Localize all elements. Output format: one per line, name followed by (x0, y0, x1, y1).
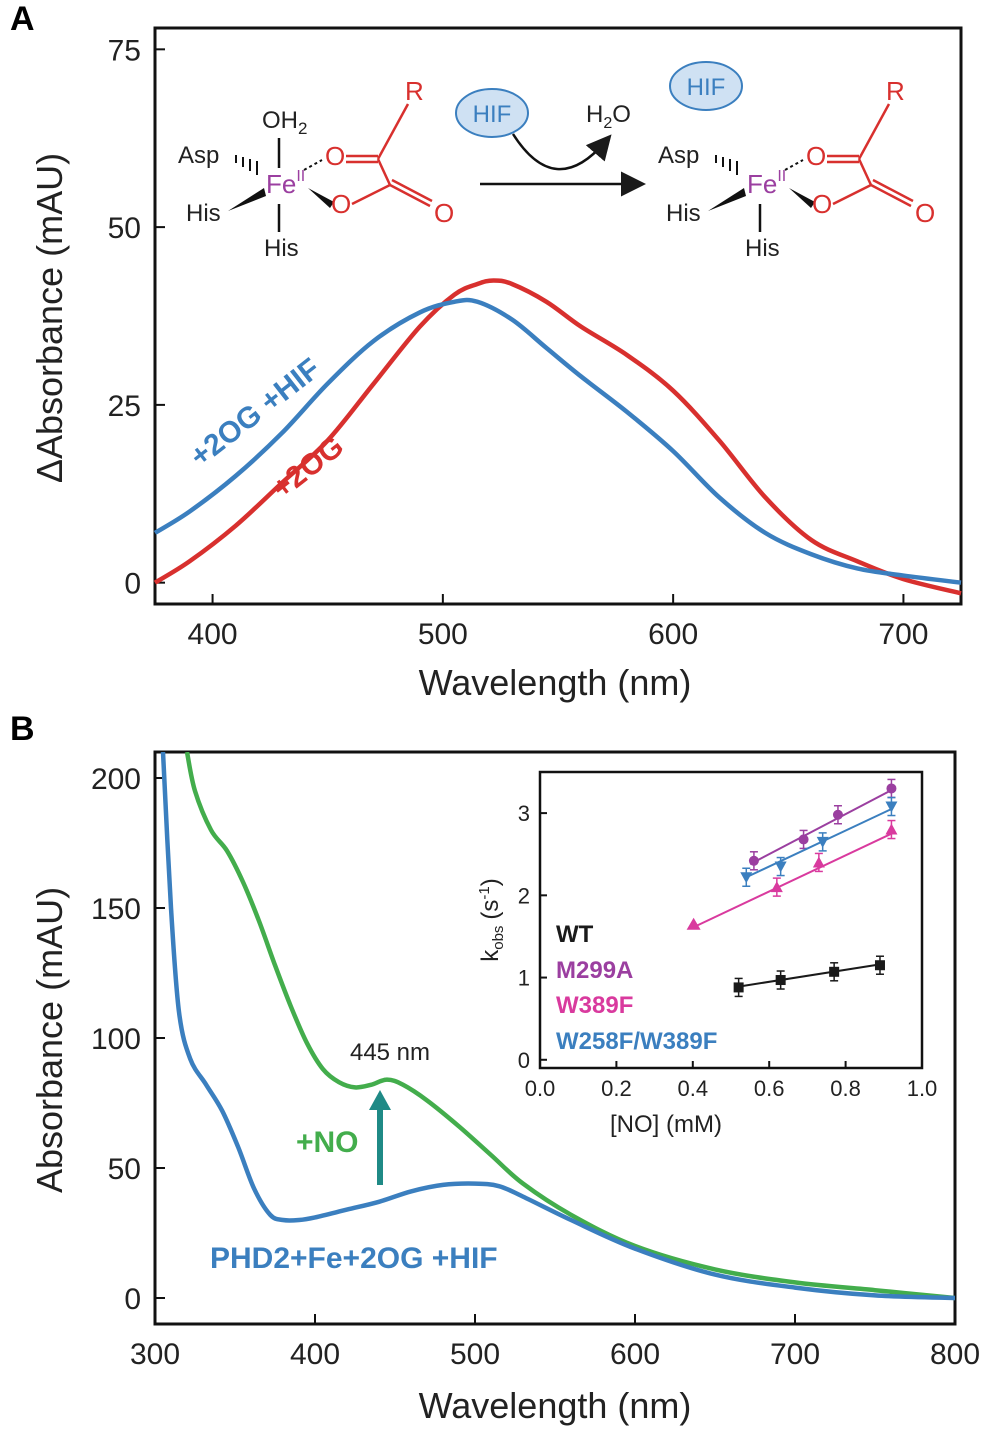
y-tick-label: 200 (91, 763, 141, 796)
y-tick-label: 1 (518, 966, 530, 991)
series-label-no: +NO (296, 1126, 359, 1159)
series-line-0 (184, 752, 955, 1301)
inset-point (812, 856, 825, 868)
legend-w258f-w389f: W258F/W389F (556, 1028, 717, 1055)
x-tick-label: 600 (610, 1338, 660, 1371)
scheme-asp: Asp (178, 142, 219, 169)
series-label-phd2: PHD2+Fe+2OG +HIF (210, 1242, 498, 1275)
series-line-0 (153, 278, 962, 596)
scheme-his-2: His (264, 235, 299, 262)
scheme-o-1-right: O (806, 141, 826, 171)
scheme-fe-right: FeII (747, 168, 786, 199)
panel-a-y-axis-label: ΔAbsorbance (mAU) (29, 153, 70, 483)
x-tick-label: 0.0 (525, 1076, 556, 1101)
x-tick-label: 400 (290, 1338, 340, 1371)
inset-frame (538, 770, 924, 1070)
x-tick-label: 0.4 (678, 1076, 709, 1101)
y-tick-label: 25 (108, 390, 141, 423)
inset-point (740, 872, 753, 884)
x-tick-label: 300 (130, 1338, 180, 1371)
annotation-445nm: 445 nm (350, 1039, 430, 1066)
scheme-his-2-right: His (745, 235, 780, 262)
inset-x-axis-label: [NO] (mM) (610, 1111, 722, 1138)
x-tick-label: 700 (878, 618, 928, 651)
panel-a-frame (153, 26, 963, 606)
series-line-1 (153, 297, 962, 585)
scheme-o-3: O (434, 198, 454, 228)
scheme-o-1: O (325, 141, 345, 171)
inset-y-axis-label: kobs(s-1) (476, 878, 507, 962)
inset-fit-line-0 (738, 963, 881, 988)
inset-point (886, 783, 897, 794)
scheme-oh2: OH2 (262, 107, 307, 138)
legend-wt: WT (556, 921, 594, 948)
inset-fit-line-1 (749, 789, 892, 865)
inset-plot: 0.0 0.2 0.4 0.6 0.8 1.0 0 1 2 3 (518, 778, 938, 1101)
x-tick-label: 0.2 (601, 1076, 632, 1101)
y-tick-label: 150 (91, 893, 141, 926)
no-arrow-head (369, 1090, 391, 1110)
legend-m299a: M299A (556, 957, 633, 984)
x-tick-label: 800 (930, 1338, 980, 1371)
inset-point (798, 834, 809, 845)
scheme-r: R (405, 76, 424, 106)
inset-point (829, 966, 840, 977)
inset-point (733, 982, 744, 993)
y-tick-label: 75 (108, 34, 141, 67)
panel-a-plot: 400 500 600 700 0 25 50 75 (108, 34, 962, 651)
inset-fit-arrow (686, 917, 701, 930)
y-tick-label: 0 (124, 568, 141, 601)
scheme-o-2-right: O (812, 189, 832, 219)
inset-point (885, 801, 898, 813)
scheme-h2o: H2O (586, 101, 631, 132)
panel-b-y-axis-label: Absorbance (mAU) (29, 887, 70, 1193)
scheme-hif-product: HIF (687, 74, 726, 101)
scheme-hif-reactant: HIF (473, 101, 512, 128)
x-tick-label: 0.6 (754, 1076, 785, 1101)
scheme-o-3-right: O (915, 198, 935, 228)
x-tick-label: 500 (450, 1338, 500, 1371)
panel-b-x-axis-label: Wavelength (nm) (419, 1385, 692, 1426)
y-tick-label: 100 (91, 1023, 141, 1056)
y-tick-label: 0 (518, 1048, 530, 1073)
scheme-his-1: His (186, 200, 221, 227)
panel-a-letter: A (10, 0, 35, 38)
y-tick-label: 3 (518, 801, 530, 826)
panel-b-letter: B (10, 710, 35, 748)
x-tick-label: 700 (770, 1338, 820, 1371)
inset-point (775, 975, 786, 986)
scheme-asp-right: Asp (658, 142, 699, 169)
inset-point (770, 881, 783, 893)
inset-point (774, 861, 787, 873)
scheme-fe: FeII (266, 168, 305, 199)
scheme-o-2: O (331, 189, 351, 219)
x-tick-label: 0.8 (830, 1076, 861, 1101)
scheme-r-right: R (886, 76, 905, 106)
y-tick-label: 2 (518, 883, 530, 908)
inset-point (885, 823, 898, 835)
reaction-scheme: OH2 Asp FeII His His O O R O HIF H2O HIF (178, 61, 935, 262)
series-line-1 (160, 752, 955, 1301)
scheme-his-1-right: His (666, 200, 701, 227)
inset-point (816, 836, 829, 848)
legend-w389f: W389F (556, 992, 633, 1019)
x-tick-label: 600 (648, 618, 698, 651)
y-tick-label: 0 (124, 1283, 141, 1316)
x-tick-label: 1.0 (907, 1076, 938, 1101)
inset-point (874, 960, 885, 971)
panel-b-plot: 300 400 500 600 700 800 0 50 100 150 200 (91, 752, 980, 1371)
series-label-2og: +2OG (266, 430, 350, 506)
x-tick-label: 500 (418, 618, 468, 651)
y-tick-label: 50 (108, 212, 141, 245)
inset-fit-line-2 (696, 832, 892, 927)
inset-fit-line-3 (745, 808, 892, 879)
y-tick-label: 50 (108, 1153, 141, 1186)
panel-a-x-axis-label: Wavelength (nm) (419, 662, 692, 703)
inset-point (832, 809, 843, 820)
x-tick-label: 400 (188, 618, 238, 651)
inset-point (748, 855, 759, 866)
